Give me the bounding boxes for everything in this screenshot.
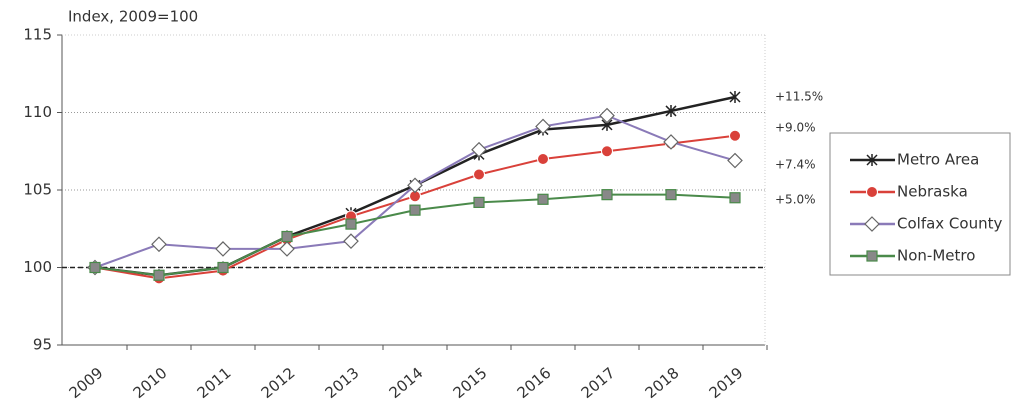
point [345, 218, 357, 230]
legend-label: Metro Area [897, 151, 979, 169]
point [281, 230, 293, 243]
x-tick-label: 2015 [450, 364, 491, 402]
legend-label: Nebraska [897, 183, 968, 201]
point [665, 189, 677, 201]
x-tick-label: 2012 [258, 364, 299, 402]
x-tick-label: 2009 [66, 364, 107, 402]
x-tick-label: 2019 [706, 364, 747, 402]
point [535, 118, 551, 135]
point [866, 154, 878, 166]
annotation: +11.5% [775, 90, 823, 104]
x-tick-label: 2016 [514, 364, 555, 402]
x-tick-label: 2013 [322, 364, 363, 402]
point [727, 152, 743, 169]
point [409, 204, 421, 216]
legend-label: Colfax County [897, 215, 1002, 233]
point [473, 196, 485, 208]
point [343, 233, 359, 249]
point [866, 250, 878, 262]
y-tick-label: 105 [23, 181, 52, 199]
x-tick-label: 2011 [194, 364, 235, 402]
point [537, 153, 549, 165]
point [729, 192, 741, 204]
legend-label: Non-Metro [897, 247, 975, 265]
point [151, 236, 167, 253]
point [866, 186, 878, 198]
point [471, 141, 487, 158]
annotation: +7.4% [775, 158, 816, 172]
point [217, 261, 229, 274]
point [663, 134, 679, 150]
point [665, 104, 677, 117]
legend-box [829, 132, 1011, 276]
point [599, 107, 615, 124]
point [729, 91, 741, 103]
point [537, 193, 549, 205]
point [215, 241, 231, 257]
point [407, 177, 423, 194]
x-tick-label: 2014 [386, 364, 427, 402]
x-tick-label: 2017 [578, 364, 619, 402]
point [153, 269, 165, 281]
annotation: +9.0% [775, 121, 816, 135]
point [601, 145, 613, 158]
chart-subtitle: Index, 2009=100 [68, 8, 198, 26]
y-tick-label: 95 [33, 336, 52, 354]
y-tick-label: 115 [23, 26, 52, 44]
point [601, 189, 613, 201]
y-tick-label: 100 [23, 258, 52, 276]
x-tick-label: 2018 [642, 364, 683, 402]
point [473, 168, 485, 181]
x-tick-label: 2010 [130, 364, 171, 402]
point [729, 129, 741, 142]
point [279, 241, 295, 257]
y-tick-label: 110 [23, 103, 52, 121]
point [864, 216, 880, 232]
point [89, 261, 101, 274]
annotation: +5.0% [775, 193, 816, 207]
